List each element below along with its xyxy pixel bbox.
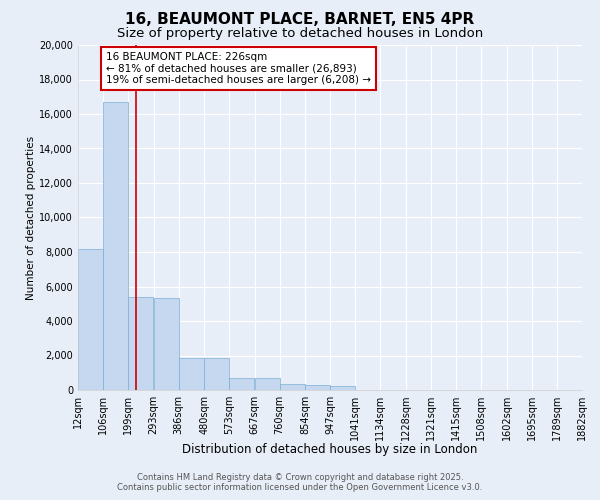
Bar (128, 297, 154, 390)
Text: Size of property relative to detached houses in London: Size of property relative to detached ho… (117, 28, 483, 40)
Bar (330, 386, 355, 390)
Bar (204, 358, 229, 390)
Bar (229, 378, 254, 390)
Text: 16 BEAUMONT PLACE: 226sqm
← 81% of detached houses are smaller (26,893)
19% of s: 16 BEAUMONT PLACE: 226sqm ← 81% of detac… (106, 52, 371, 85)
Text: Contains HM Land Registry data © Crown copyright and database right 2025.
Contai: Contains HM Land Registry data © Crown c… (118, 473, 482, 492)
Bar (179, 358, 204, 390)
Bar (254, 378, 280, 390)
Bar (78, 248, 103, 390)
Bar (305, 385, 330, 390)
X-axis label: Distribution of detached houses by size in London: Distribution of detached houses by size … (182, 443, 478, 456)
Bar (103, 102, 128, 390)
Text: 16, BEAUMONT PLACE, BARNET, EN5 4PR: 16, BEAUMONT PLACE, BARNET, EN5 4PR (125, 12, 475, 28)
Bar (280, 384, 305, 390)
Y-axis label: Number of detached properties: Number of detached properties (26, 136, 37, 300)
Bar (154, 298, 179, 390)
